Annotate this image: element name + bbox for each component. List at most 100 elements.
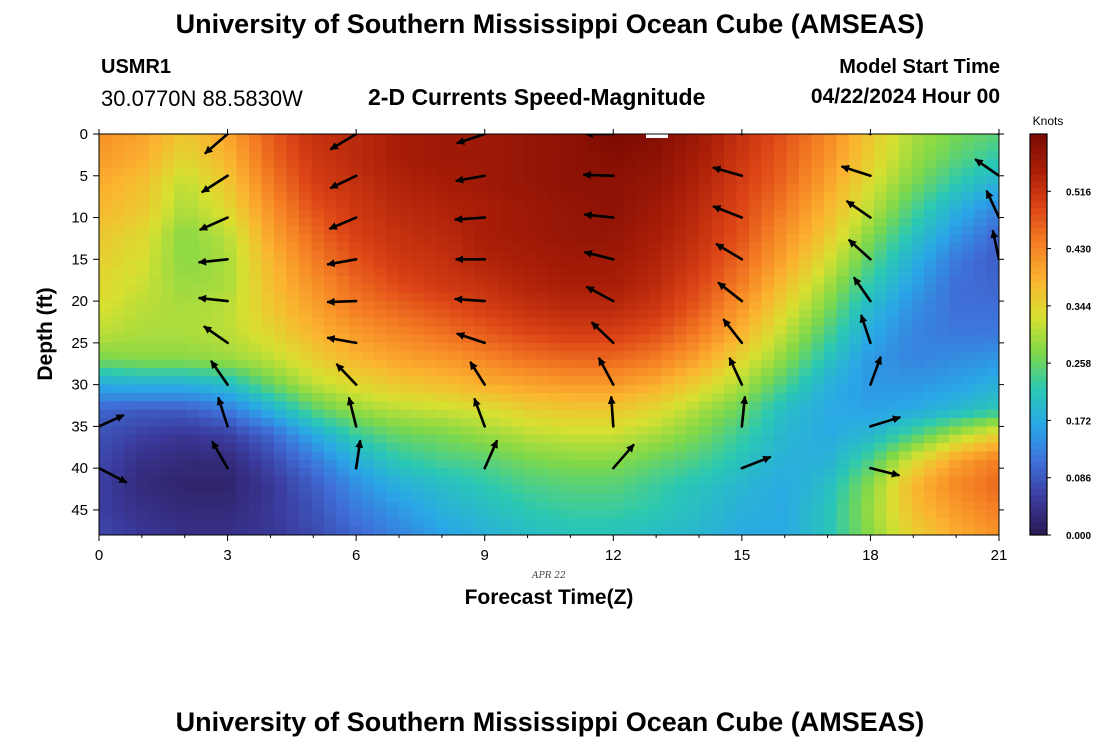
heatmap-cell: [586, 192, 600, 202]
current-vector-arrow: [469, 361, 487, 386]
heatmap-cell: [349, 509, 363, 519]
heatmap-cell: [711, 292, 725, 302]
heatmap-cell: [561, 518, 575, 528]
heatmap-cell: [299, 459, 313, 469]
heatmap-cell: [511, 276, 525, 285]
heatmap-cell: [924, 359, 938, 369]
heatmap-cell: [511, 317, 525, 327]
heatmap-cell: [624, 225, 638, 235]
heatmap-cell: [924, 334, 938, 344]
heatmap-cell: [549, 476, 563, 486]
heatmap-cell: [161, 301, 175, 311]
heatmap-cell: [349, 384, 363, 394]
heatmap-cell: [511, 409, 525, 419]
heatmap-cell: [161, 451, 175, 461]
heatmap-cell: [799, 518, 813, 528]
heatmap-cell: [936, 493, 950, 503]
heatmap-cell: [124, 418, 138, 427]
heatmap-cell: [236, 309, 250, 319]
heatmap-cell: [949, 476, 963, 486]
heatmap-cell: [499, 443, 513, 453]
heatmap-cell: [986, 150, 999, 160]
heatmap-cell: [599, 225, 613, 235]
heatmap-cell: [186, 234, 200, 244]
heatmap-cell: [936, 301, 950, 311]
heatmap-cell: [661, 401, 675, 411]
heatmap-cell: [424, 509, 438, 519]
colorbar-swatch: [1030, 294, 1047, 302]
heatmap-cell: [561, 250, 575, 260]
heatmap-cell: [636, 451, 650, 461]
heatmap-cell: [699, 468, 713, 478]
heatmap-cell: [374, 451, 388, 461]
heatmap-cell: [799, 334, 813, 344]
heatmap-cell: [536, 342, 550, 352]
heatmap-cell: [149, 134, 163, 143]
colorbar-unit-label: Knots: [1033, 114, 1064, 128]
heatmap-cell: [349, 493, 363, 503]
heatmap-cell: [249, 200, 263, 210]
heatmap-cell: [774, 459, 788, 469]
heatmap-cell: [436, 276, 450, 285]
heatmap-cell: [649, 192, 663, 202]
heatmap-cell: [174, 418, 188, 427]
heatmap-cell: [799, 326, 813, 336]
heatmap-cell: [936, 309, 950, 319]
heatmap-cell: [824, 476, 838, 486]
heatmap-cell: [186, 384, 200, 394]
heatmap-cell: [899, 434, 913, 444]
heatmap-cell: [424, 217, 438, 227]
heatmap-cell: [699, 484, 713, 494]
heatmap-cell: [286, 250, 300, 260]
heatmap-cell: [749, 134, 763, 143]
heatmap-cell: [636, 518, 650, 528]
heatmap-cell: [349, 501, 363, 511]
heatmap-cell: [799, 242, 813, 252]
heatmap-cell: [774, 334, 788, 344]
heatmap-cell: [986, 392, 999, 402]
heatmap-cell: [361, 518, 375, 528]
heatmap-cell: [336, 276, 350, 285]
heatmap-cell: [311, 209, 325, 219]
heatmap-cell: [586, 142, 600, 152]
heatmap-cell: [974, 367, 988, 377]
heatmap-cell: [136, 384, 150, 394]
heatmap-cell: [724, 134, 738, 143]
heatmap-cell: [536, 242, 550, 252]
heatmap-cell: [799, 167, 813, 177]
heatmap-cell: [936, 459, 950, 469]
heatmap-cell: [136, 317, 150, 327]
heatmap-cell: [261, 309, 275, 319]
heatmap-cell: [536, 192, 550, 202]
heatmap-cell: [849, 451, 863, 461]
heatmap-cell: [799, 309, 813, 319]
heatmap-cell: [924, 301, 938, 311]
heatmap-cell: [424, 292, 438, 302]
heatmap-cell: [224, 326, 238, 336]
heatmap-cell: [724, 376, 738, 386]
heatmap-cell: [374, 317, 388, 327]
heatmap-cell: [124, 301, 138, 311]
heatmap-cell: [549, 192, 563, 202]
heatmap-cell: [186, 159, 200, 169]
heatmap-cell: [249, 250, 263, 260]
heatmap-cell: [836, 434, 850, 444]
heatmap-cell: [349, 284, 363, 294]
heatmap-cell: [599, 317, 613, 327]
heatmap-cell: [549, 250, 563, 260]
heatmap-cell: [699, 276, 713, 285]
heatmap-cell: [861, 351, 875, 361]
heatmap-cell: [199, 418, 213, 427]
heatmap-cell: [599, 443, 613, 453]
heatmap-cell: [561, 342, 575, 352]
heatmap-cell: [174, 401, 188, 411]
heatmap-cell: [524, 334, 538, 344]
heatmap-cell: [899, 484, 913, 494]
heatmap-cell: [136, 376, 150, 386]
heatmap-cell: [974, 167, 988, 177]
heatmap-cell: [136, 276, 150, 285]
heatmap-cell: [974, 459, 988, 469]
heatmap-cell: [436, 301, 450, 311]
heatmap-cell: [486, 192, 500, 202]
heatmap-cell: [224, 150, 238, 160]
